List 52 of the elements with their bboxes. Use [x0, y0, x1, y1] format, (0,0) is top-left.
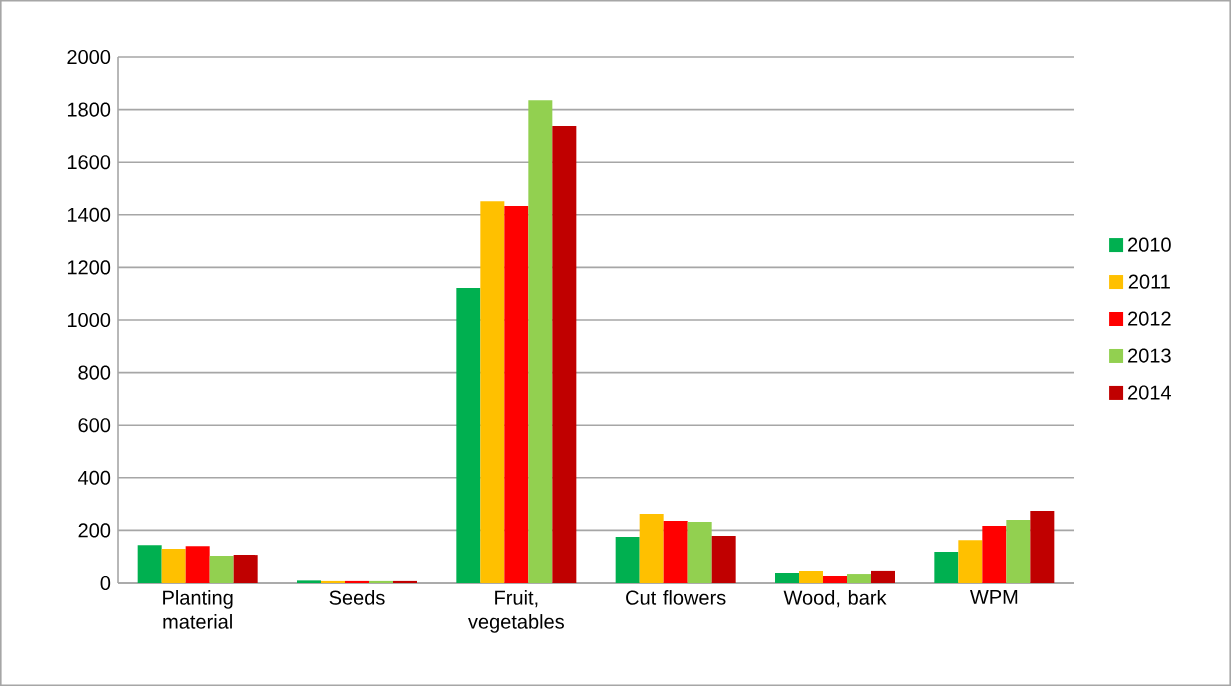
legend-label: 2013	[1128, 348, 1171, 363]
bar	[1006, 519, 1031, 583]
bar	[799, 570, 823, 583]
bar	[847, 574, 871, 583]
bar	[209, 555, 234, 583]
bar	[321, 580, 345, 583]
y-tick-label: 1800	[67, 102, 111, 117]
bar	[663, 520, 688, 583]
y-tick-label: 0	[100, 575, 111, 591]
x-tick-label: Wood, bark	[783, 590, 887, 608]
bar	[1030, 510, 1055, 583]
x-tick-label: Cut flowers	[626, 590, 726, 605]
bar	[528, 100, 553, 583]
bar	[185, 546, 210, 583]
x-tick-label: Fruit, vegetables	[468, 590, 564, 633]
x-tick-label: WPM	[969, 590, 1018, 604]
y-tick-label: 1000	[67, 312, 111, 328]
bar	[615, 536, 640, 583]
bar	[982, 525, 1007, 583]
bar	[958, 540, 983, 583]
bar	[934, 551, 959, 583]
legend-label: 2014	[1128, 385, 1171, 400]
bar	[823, 575, 848, 583]
bar	[871, 570, 896, 583]
y-tick-label: 200	[78, 523, 111, 538]
bar	[393, 580, 417, 583]
x-tick-label: Seeds	[329, 590, 385, 605]
bar	[345, 580, 370, 583]
y-tick-label: 800	[78, 365, 111, 380]
bar	[456, 287, 481, 583]
bar	[233, 555, 258, 583]
bar	[687, 521, 712, 583]
y-tick-label: 600	[78, 418, 111, 433]
bar	[775, 573, 800, 583]
bar	[504, 206, 529, 583]
x-tick-label: Planting material	[163, 590, 233, 629]
bar	[297, 580, 322, 583]
y-tick-label: 400	[78, 470, 111, 485]
legend-label: 2010	[1128, 237, 1171, 252]
bar	[552, 125, 577, 583]
bar	[711, 535, 736, 583]
bar	[480, 201, 505, 583]
y-tick-label: 1200	[67, 260, 111, 275]
y-tick-label: 1600	[67, 155, 111, 170]
legend-label: 2012	[1128, 311, 1171, 326]
bar	[137, 545, 162, 583]
legend-label: 2011	[1128, 274, 1170, 289]
y-tick-label: 2000	[67, 49, 111, 65]
bar	[161, 549, 186, 583]
y-tick-label: 1400	[67, 207, 111, 222]
bar	[639, 514, 664, 583]
bar	[369, 580, 393, 583]
